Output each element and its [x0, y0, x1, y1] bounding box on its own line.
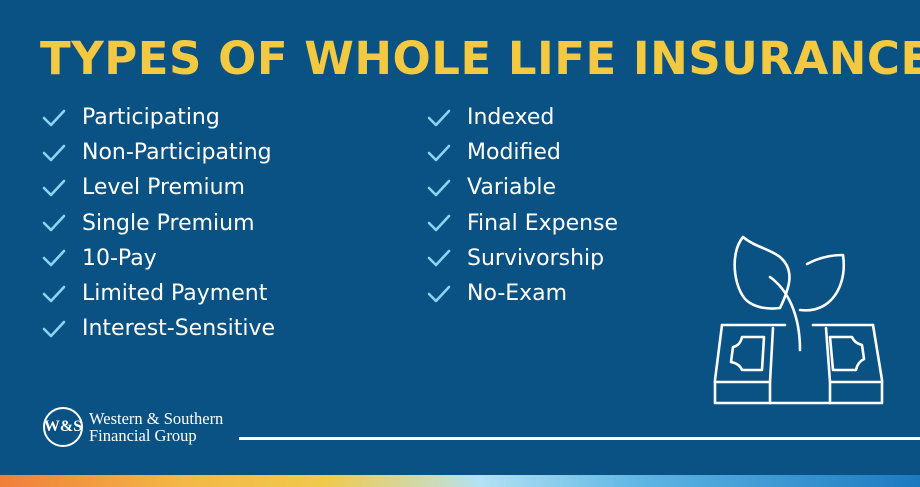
check-icon: [42, 214, 66, 232]
list-item: Survivorship: [427, 241, 618, 276]
types-list-left: Participating Non-Participating Level Prem…: [42, 100, 275, 346]
list-item-label: Level Premium: [82, 175, 245, 201]
list-item: 10-Pay: [42, 241, 275, 276]
check-icon: [42, 144, 66, 162]
check-icon: [427, 179, 451, 197]
list-item: Indexed: [427, 100, 618, 135]
list-item-label: 10-Pay: [82, 245, 157, 271]
list-item: Limited Payment: [42, 276, 275, 311]
check-icon: [427, 109, 451, 126]
types-list-right: Indexed Modified Variable Final Expense Surv…: [427, 100, 618, 311]
check-icon: [427, 250, 451, 267]
logo-seal: W&S: [43, 407, 83, 447]
list-item-label: Final Expense: [467, 210, 619, 236]
list-item: Final Expense: [427, 206, 618, 241]
divider-line: [239, 437, 920, 440]
list-item-label: Non-Participating: [82, 140, 272, 166]
check-icon: [42, 320, 66, 338]
list-item-label: Modified: [467, 140, 561, 166]
list-item: Level Premium: [42, 170, 275, 205]
list-item: Participating: [42, 100, 275, 135]
list-item-label: Single Premium: [82, 210, 255, 236]
page-title: TYPES OF WHOLE LIFE INSURANCE: [40, 32, 920, 85]
list-item: Single Premium: [42, 206, 275, 241]
check-icon: [427, 144, 451, 162]
list-item: Non-Participating: [42, 135, 275, 170]
check-icon: [42, 250, 66, 267]
check-icon: [427, 214, 451, 232]
list-item-label: Limited Payment: [82, 281, 268, 307]
list-item-label: Variable: [467, 175, 557, 201]
plant-money-icon: [713, 235, 884, 405]
list-item: No-Exam: [427, 276, 618, 311]
check-icon: [42, 179, 66, 197]
check-icon: [427, 285, 451, 302]
list-item-label: Indexed: [467, 105, 555, 131]
list-item: Modified: [427, 135, 618, 170]
western-southern-logo: W&S Western & Southern Financial Group: [43, 407, 223, 447]
gradient-band: [0, 475, 920, 487]
logo-line2: Financial Group: [89, 426, 197, 445]
check-icon: [42, 109, 66, 126]
list-item-label: Participating: [82, 105, 220, 131]
list-item: Variable: [427, 170, 618, 205]
check-icon: [42, 285, 66, 302]
list-item-label: No-Exam: [467, 281, 568, 307]
list-item: Interest-Sensitive: [42, 311, 275, 346]
list-item-label: Interest-Sensitive: [82, 316, 276, 342]
logo-line1: Western & Southern: [89, 409, 224, 428]
list-item-label: Survivorship: [467, 245, 605, 271]
